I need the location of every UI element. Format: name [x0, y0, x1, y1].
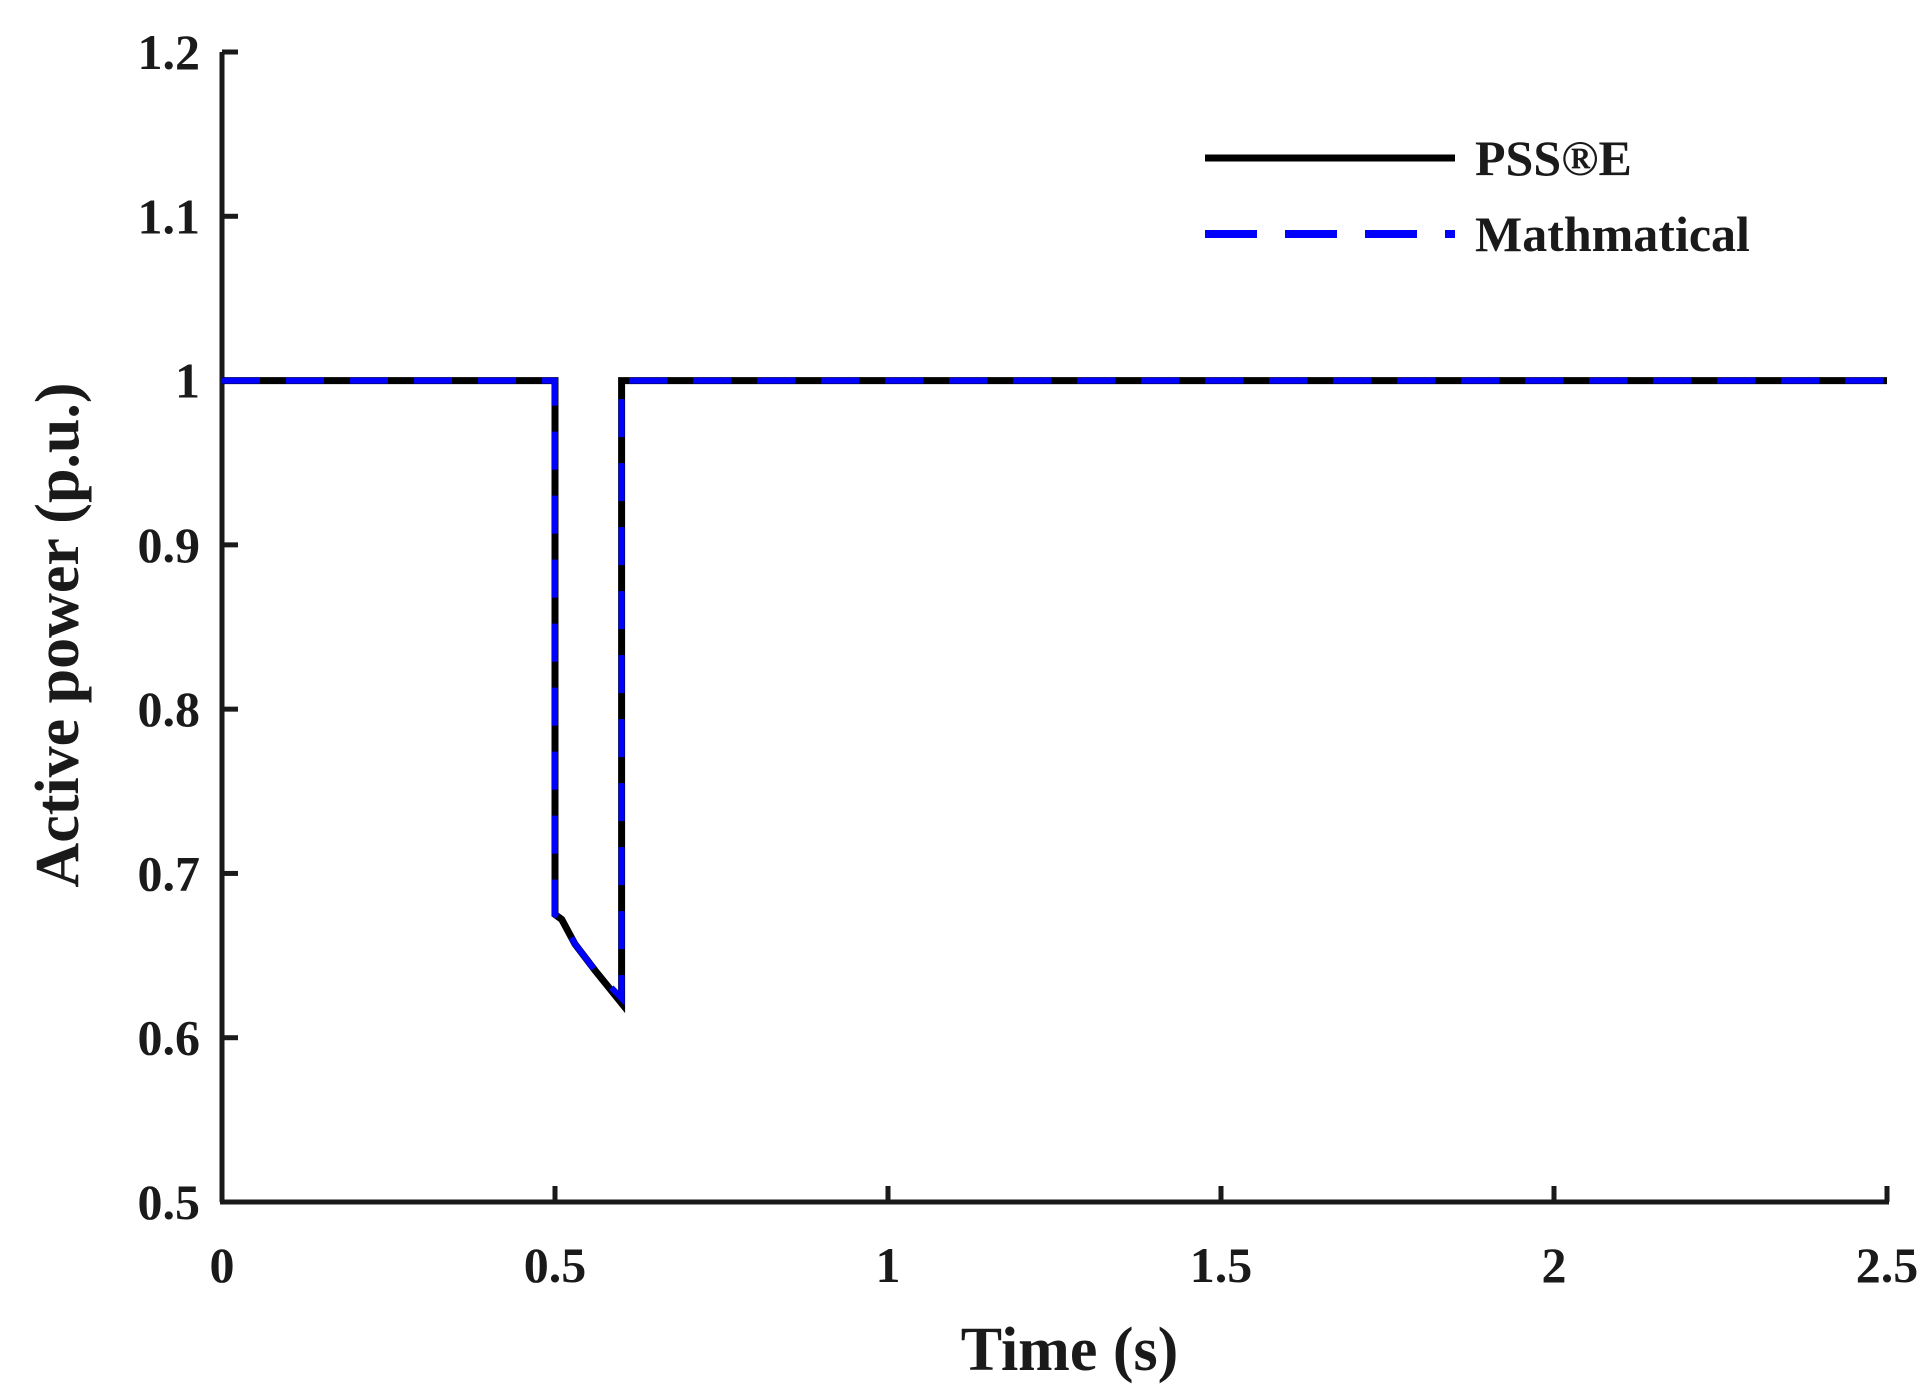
- y-tick-label: 1.2: [138, 24, 201, 80]
- x-tick-label: 1.5: [1190, 1237, 1253, 1293]
- x-tick-label: 0: [210, 1237, 235, 1293]
- x-tick-label: 0.5: [524, 1237, 587, 1293]
- y-tick-label: 0.7: [138, 845, 201, 901]
- legend-label-mathmatical: Mathmatical: [1475, 206, 1750, 262]
- legend-label-psse: PSS®E: [1475, 130, 1632, 186]
- x-tick-label: 1: [876, 1237, 901, 1293]
- plot-area: [222, 377, 1887, 1014]
- y-axis-title: Active power (p.u.): [24, 382, 92, 887]
- axes: [219, 49, 1890, 1205]
- series-line-psse: [222, 377, 1887, 1014]
- tick-labels: 0.50.60.70.80.911.11.20 0.5 1 1.5 2 2.5: [138, 24, 1919, 1293]
- y-tick-label: 1: [175, 353, 200, 409]
- legend: PSS®E Mathmatical: [1205, 130, 1750, 262]
- series-line-mathmatical: [222, 377, 1887, 1006]
- y-tick-label: 0.5: [138, 1174, 201, 1230]
- x-axis-title: Time (s): [961, 1316, 1179, 1384]
- y-tick-label: 0.8: [138, 681, 201, 737]
- x-tick-label: 2.5: [1856, 1237, 1919, 1293]
- x-tick-label: 2: [1542, 1237, 1567, 1293]
- y-tick-label: 0.9: [138, 517, 201, 573]
- y-tick-label: 0.6: [138, 1010, 201, 1066]
- y-tick-label: 1.1: [138, 188, 201, 244]
